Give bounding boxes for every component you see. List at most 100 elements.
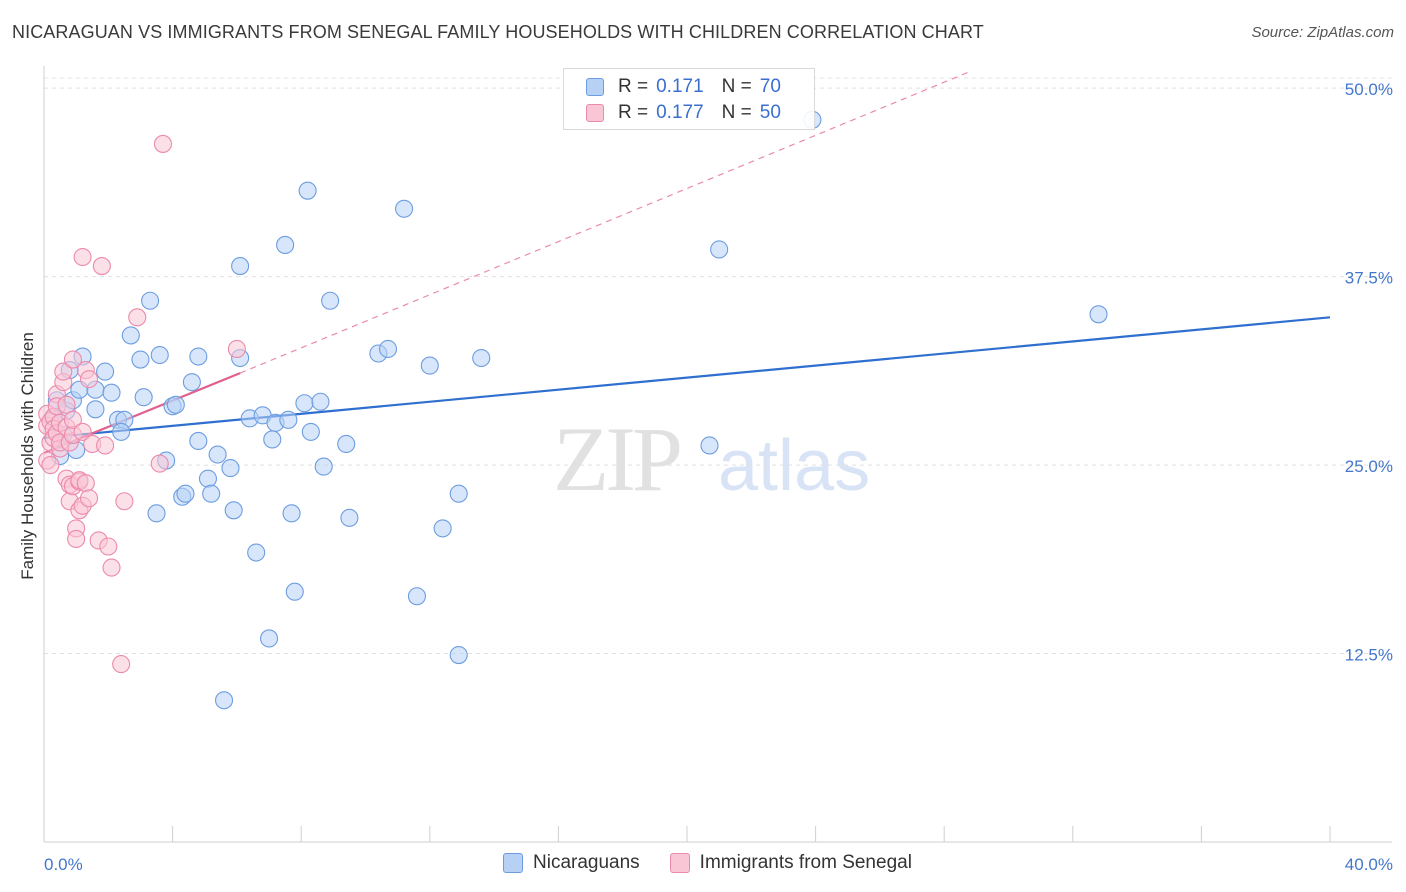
nicaraguan-point xyxy=(198,469,218,488)
senegal-point xyxy=(99,537,118,556)
senegal-point xyxy=(57,395,76,414)
senegal-point xyxy=(63,410,82,429)
senegal-point xyxy=(92,257,111,276)
senegal-point xyxy=(128,308,147,327)
senegal-point xyxy=(79,489,99,508)
nicaraguan-point xyxy=(182,373,201,392)
nicaraguan-point xyxy=(150,345,169,365)
nicaraguan-point xyxy=(449,645,468,665)
nicaraguan-point xyxy=(134,388,153,407)
nicaraguan-point xyxy=(337,434,356,454)
legend-label-nicaraguans: Nicaraguans xyxy=(533,852,640,873)
senegal-point xyxy=(102,558,121,577)
nicaraguan-point xyxy=(121,326,140,345)
nicaraguan-point xyxy=(221,459,240,478)
senegal-point xyxy=(67,529,86,549)
tick-labels: 12.5% 25.0% 37.5% 50.0% 0.0% 40.0% xyxy=(44,80,1393,874)
nicaraguan-point xyxy=(298,181,317,200)
nicaraguan-point xyxy=(311,392,330,411)
senegal-point xyxy=(79,370,99,389)
nicaraguan-point xyxy=(295,394,314,413)
chart-title: NICARAGUAN VS IMMIGRANTS FROM SENEGAL FA… xyxy=(12,22,984,42)
senegal-point xyxy=(150,454,169,473)
legend-row-nicaraguans: R = 0.171 N = 70 xyxy=(586,75,799,99)
nicaraguan-point xyxy=(449,484,468,503)
nicaraguan-point xyxy=(340,508,359,527)
watermark-zip: ZIP xyxy=(553,408,680,510)
legend-swatch-pink xyxy=(586,104,604,122)
senegal-point xyxy=(153,134,173,153)
legend-n-label: N = xyxy=(721,102,752,123)
nicaraguan-point xyxy=(141,291,160,310)
senegal-point xyxy=(112,655,131,674)
nicaraguan-trend-line xyxy=(43,316,1331,440)
nicaraguan-point xyxy=(433,519,452,538)
nicaraguan-point xyxy=(189,431,208,451)
nicaraguan-point xyxy=(378,339,398,359)
chart-source: Source: ZipAtlas.com xyxy=(1251,24,1394,41)
nicaraguan-point xyxy=(202,484,221,503)
nicaraguan-point xyxy=(1089,305,1108,324)
x-tick-label-max: 40.0% xyxy=(1345,855,1393,874)
nicaraguan-point xyxy=(420,356,439,375)
nicaraguan-point xyxy=(282,504,301,523)
data-points xyxy=(38,110,1108,710)
nicaraguan-point xyxy=(314,457,333,476)
grid-lines xyxy=(44,77,1392,655)
senegal-point xyxy=(63,350,82,369)
series-legend: Nicaraguans Immigrants from Senegal xyxy=(503,852,942,874)
senegal-point xyxy=(115,492,134,511)
legend-n-value: 50 xyxy=(759,102,781,123)
legend-r-label: R = xyxy=(618,102,649,123)
nicaraguan-point xyxy=(224,501,243,520)
legend-swatch-blue xyxy=(503,853,523,873)
senegal-point xyxy=(73,247,92,267)
y-tick-label: 25.0% xyxy=(1345,457,1393,476)
nicaraguan-point xyxy=(279,410,298,429)
senegal-point xyxy=(96,436,115,455)
correlation-legend: R = 0.171 N = 70 R = 0.177 N = 50 xyxy=(563,68,815,130)
nicaraguan-point xyxy=(276,235,295,255)
watermark-atlas: atlas xyxy=(718,426,870,506)
legend-r-label: R = xyxy=(618,76,649,97)
senegal-point xyxy=(41,456,60,475)
legend-row-senegal: R = 0.177 N = 50 xyxy=(586,101,799,125)
nicaraguan-point xyxy=(259,629,279,648)
nicaraguan-point xyxy=(285,582,304,601)
legend-swatch-blue xyxy=(586,78,604,96)
senegal-point xyxy=(54,362,73,381)
nicaraguan-point xyxy=(231,257,250,276)
x-tick-label-min: 0.0% xyxy=(44,855,83,874)
nicaraguan-point xyxy=(700,436,719,455)
legend-item-senegal[interactable]: Immigrants from Senegal xyxy=(669,852,912,874)
nicaraguan-point xyxy=(263,430,282,449)
nicaraguan-point xyxy=(301,422,320,441)
nicaraguan-point xyxy=(208,445,227,464)
nicaraguan-point xyxy=(247,543,266,562)
nicaraguan-point xyxy=(214,691,234,710)
nicaraguan-point xyxy=(176,484,195,503)
legend-n-value: 70 xyxy=(759,76,781,97)
legend-swatch-pink xyxy=(669,853,690,873)
y-tick-label: 12.5% xyxy=(1345,646,1393,665)
nicaraguan-point xyxy=(96,362,115,381)
senegal-point xyxy=(227,339,246,359)
nicaraguan-point xyxy=(472,348,491,368)
nicaraguan-point xyxy=(112,422,131,441)
senegal-point xyxy=(73,422,92,441)
nicaraguan-point xyxy=(166,395,185,414)
y-tick-label: 37.5% xyxy=(1345,269,1393,288)
legend-n-label: N = xyxy=(721,76,752,97)
legend-r-value: 0.171 xyxy=(656,76,704,97)
nicaraguan-point xyxy=(86,400,105,419)
nicaraguan-point xyxy=(131,350,150,369)
legend-label-senegal: Immigrants from Senegal xyxy=(699,852,912,873)
legend-item-nicaraguans[interactable]: Nicaraguans xyxy=(503,852,640,874)
nicaraguan-point xyxy=(395,199,414,218)
nicaraguan-point xyxy=(407,587,426,606)
nicaraguan-point xyxy=(710,240,729,259)
legend-r-value: 0.177 xyxy=(656,102,704,123)
nicaraguan-point xyxy=(321,291,340,310)
nicaraguan-point xyxy=(189,347,208,366)
